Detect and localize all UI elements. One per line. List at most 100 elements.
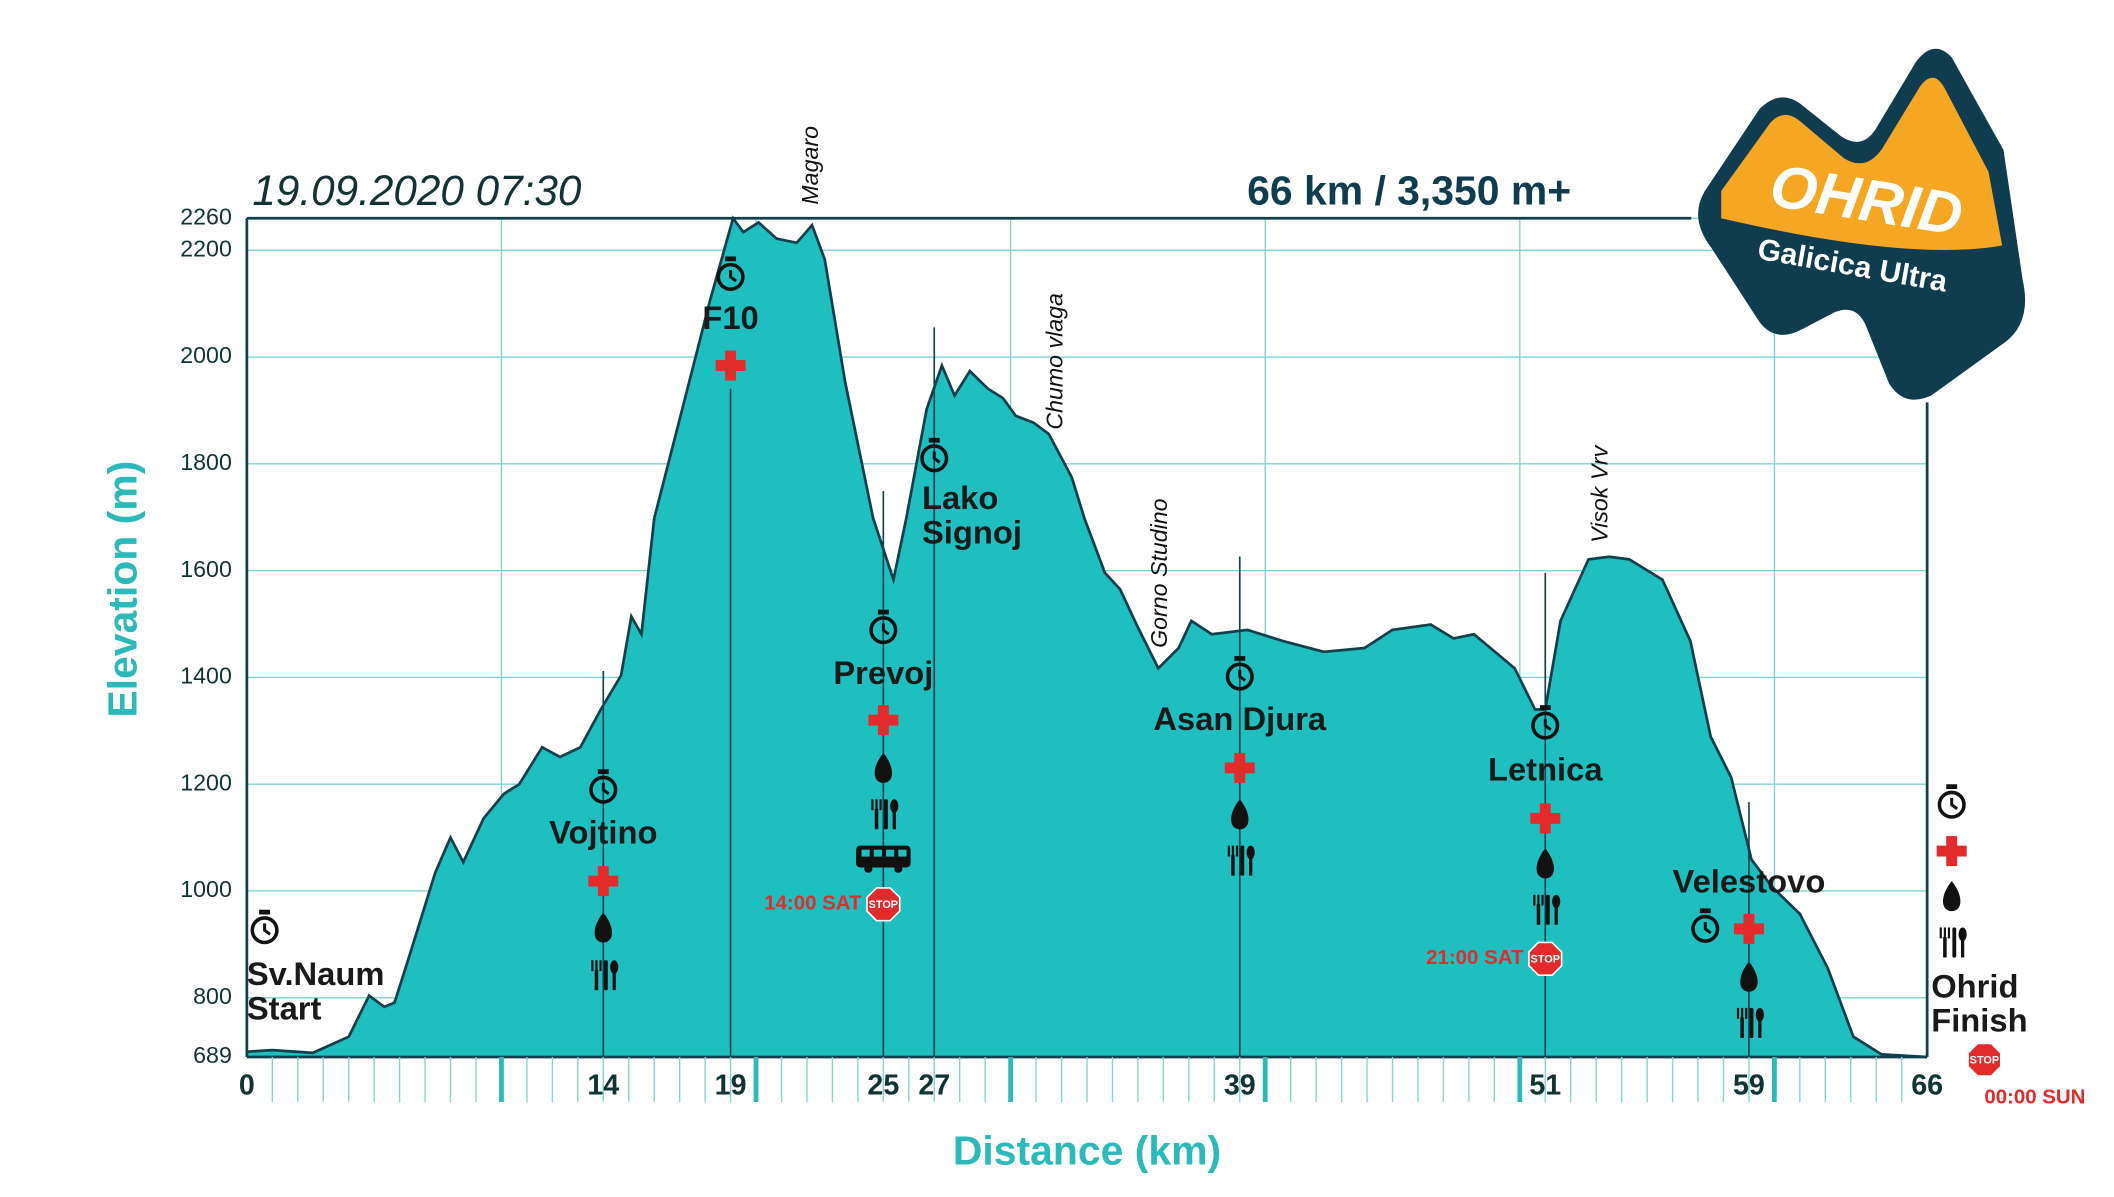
x-tick-label: 0	[239, 1070, 255, 1102]
area-fill	[246, 218, 1928, 1058]
timer-ring	[589, 775, 618, 804]
timer-icon	[1225, 656, 1254, 691]
cross-icon	[1530, 803, 1561, 834]
drop	[1231, 799, 1249, 830]
fork-tine	[1939, 927, 1942, 939]
drop-icon	[1740, 961, 1758, 992]
timer-button	[1946, 784, 1958, 790]
y-tick-label: 800	[193, 983, 232, 1009]
spoon	[1552, 894, 1561, 909]
chart-title: 19.09.2020 07:30	[252, 167, 582, 214]
drop-icon	[594, 912, 612, 943]
x-tick-label: 14	[587, 1070, 619, 1102]
y-tick-label: 1200	[180, 769, 232, 795]
timer-hand	[1238, 669, 1247, 682]
fork-icon	[1736, 1007, 1764, 1038]
fork-tine	[1541, 894, 1544, 906]
timer-hand	[881, 623, 890, 636]
timer-hand	[1703, 922, 1712, 935]
y-tick-label: 1000	[180, 876, 232, 902]
spoon-handle	[1758, 1020, 1762, 1038]
timer-ring	[920, 444, 949, 473]
fork-tine	[1736, 1007, 1740, 1019]
x-tick-label: 39	[1224, 1070, 1256, 1102]
fork-icon	[1533, 894, 1561, 925]
fork-tine	[1533, 894, 1536, 906]
station-name: Asan Djura	[1153, 700, 1327, 737]
x-axis-label: Distance (km)	[953, 1128, 1221, 1174]
timer-hand	[1950, 797, 1959, 811]
timer-hand	[932, 451, 941, 464]
y-tick-label: 689	[193, 1042, 232, 1068]
fork-icon	[1939, 927, 1967, 958]
spoon-handle	[1554, 907, 1558, 925]
fork-tine	[591, 960, 594, 972]
area-line	[246, 215, 1928, 1059]
timer-button	[725, 256, 737, 262]
timer-button	[1699, 908, 1711, 914]
fork-tine	[875, 799, 878, 811]
peak-label: Chumo vlaga	[1042, 293, 1068, 430]
fork-tine	[1947, 927, 1951, 939]
peak-label: Magaro	[797, 126, 823, 205]
stop-sign	[866, 887, 901, 922]
timer-button	[597, 769, 609, 775]
station-name: Velestovo	[1673, 862, 1826, 899]
y-tick-label: 2200	[180, 235, 232, 261]
station-name: Ohrid	[1931, 967, 2018, 1004]
stop-icon: STOP	[866, 887, 901, 922]
fork-tine	[871, 799, 874, 811]
knife	[1240, 845, 1245, 876]
x-tick-label: 19	[715, 1070, 747, 1102]
chart-subtitle: 66 km / 3,350 m+	[1247, 168, 1571, 214]
drop	[1536, 848, 1554, 879]
station-name: Prevoj	[833, 654, 933, 691]
timer-button	[1234, 656, 1246, 661]
cross-icon	[1733, 913, 1764, 944]
timer-ring	[1531, 711, 1560, 740]
timer-icon	[869, 609, 898, 645]
bus-wheel	[864, 864, 873, 873]
timer-button	[928, 437, 940, 443]
timer-ring	[716, 262, 745, 291]
station-name: Sv.Naum	[247, 955, 385, 992]
timer-hand	[601, 782, 610, 796]
stop-sign	[1967, 1042, 2002, 1077]
spoon-handle	[1960, 939, 1965, 958]
fork-handle	[1943, 937, 1947, 958]
peak-label: Gorno Studino	[1146, 498, 1172, 648]
station-name: Start	[247, 989, 322, 1026]
spoon	[890, 799, 899, 813]
fork-handle	[594, 969, 599, 991]
timer-button	[259, 909, 271, 915]
bus-window	[898, 849, 907, 857]
station-name: F10	[702, 299, 758, 336]
stop-icon: STOP	[1967, 1042, 2002, 1077]
timer-hand	[263, 923, 271, 936]
spoon	[1958, 927, 1967, 942]
y-tick-label: 1400	[180, 663, 232, 689]
timer-icon	[1691, 908, 1720, 943]
cross-icon	[715, 350, 746, 381]
spoon-handle	[1249, 857, 1253, 876]
spoon-handle	[892, 811, 896, 830]
drop-icon	[1231, 799, 1249, 830]
y-axis-label: Elevation (m)	[99, 461, 145, 718]
stop-text: STOP	[1970, 1054, 2000, 1066]
cutoff-time: 14:00 SAT	[764, 892, 862, 915]
drop	[594, 912, 612, 943]
timer-ring	[250, 916, 279, 945]
fork-icon	[871, 799, 899, 830]
cutoff-time: 00:00 SUN	[1984, 1085, 2085, 1108]
fork-handle	[1231, 855, 1235, 876]
peak-label: Visok Vrv	[1586, 444, 1612, 542]
timer-button	[877, 609, 889, 615]
bus-icon	[856, 845, 911, 873]
cross-v	[1946, 836, 1958, 867]
y-tick-label: 2260	[180, 203, 232, 229]
y-tick-label: 1600	[180, 556, 232, 582]
fork-tine	[1943, 927, 1946, 939]
logo-band	[1721, 77, 2003, 250]
cross-icon	[588, 866, 619, 897]
cross-v	[597, 866, 609, 897]
